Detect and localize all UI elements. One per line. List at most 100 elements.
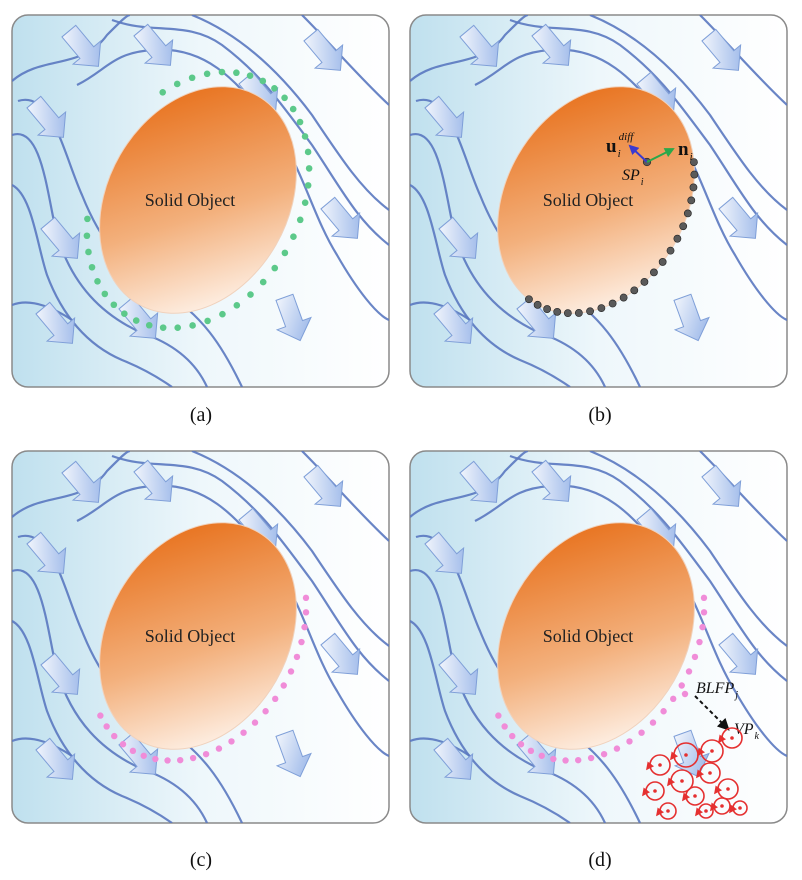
boundary-particle bbox=[202, 750, 210, 758]
solid-object-label: Solid Object bbox=[543, 626, 634, 646]
vortex-arrow-icon bbox=[695, 807, 704, 817]
streamline bbox=[12, 737, 73, 757]
particle bbox=[296, 118, 304, 126]
vortex-core bbox=[653, 789, 657, 793]
boundary-particle bbox=[272, 695, 279, 703]
boundary-particle bbox=[501, 723, 508, 730]
particle bbox=[132, 317, 140, 324]
boundary-particle bbox=[119, 741, 127, 748]
particle bbox=[259, 278, 267, 286]
streamline bbox=[111, 454, 389, 682]
particle bbox=[233, 302, 241, 309]
panel-a-label: (a) bbox=[190, 404, 212, 426]
vortex-arrow-icon bbox=[714, 785, 723, 795]
boundary-particle bbox=[262, 708, 269, 715]
particle bbox=[203, 70, 211, 78]
surface-point bbox=[658, 258, 667, 266]
boundary-particle bbox=[140, 752, 147, 759]
blfp-to-vp-arrow bbox=[694, 695, 730, 731]
particle bbox=[290, 233, 297, 241]
panel-d: Solid Object BLFPj VPk bbox=[409, 450, 788, 824]
streamline bbox=[301, 451, 389, 542]
streamline bbox=[191, 451, 389, 647]
streamline bbox=[699, 451, 787, 542]
particle bbox=[83, 232, 91, 240]
particle bbox=[219, 310, 226, 318]
blfp-label: BLFPj bbox=[696, 680, 738, 701]
vortex-arrow-icon bbox=[646, 761, 655, 771]
particle bbox=[271, 85, 278, 92]
panel-c-label: (c) bbox=[190, 849, 212, 871]
boundary-particle bbox=[302, 609, 310, 616]
particle bbox=[218, 68, 226, 76]
streamline bbox=[410, 737, 471, 757]
particle bbox=[159, 89, 167, 96]
sp-label: SPi bbox=[622, 167, 644, 188]
boundary-particle bbox=[670, 695, 677, 703]
particle bbox=[159, 324, 167, 331]
streamline bbox=[301, 15, 389, 106]
surface-point bbox=[687, 196, 696, 205]
particle bbox=[188, 74, 196, 82]
particle bbox=[189, 322, 196, 329]
surface-point bbox=[673, 234, 682, 243]
boundary-particle bbox=[613, 745, 621, 752]
particle bbox=[281, 94, 288, 102]
particle bbox=[174, 324, 181, 332]
particle bbox=[247, 291, 254, 298]
vp-label: VPk bbox=[734, 721, 760, 742]
boundary-particle bbox=[240, 729, 247, 736]
panel-d-label: (d) bbox=[588, 849, 611, 871]
streamline bbox=[111, 18, 389, 246]
particle bbox=[301, 199, 309, 206]
streamline bbox=[12, 133, 209, 387]
streamline bbox=[410, 620, 571, 823]
particle bbox=[94, 278, 101, 285]
boundary-particle bbox=[280, 682, 287, 689]
vortex-arrow-icon bbox=[682, 792, 691, 802]
streamline bbox=[589, 15, 787, 211]
boundary-particle bbox=[700, 609, 708, 616]
surface-point bbox=[689, 183, 698, 192]
u-diff-vector bbox=[628, 144, 648, 163]
boundary-particle bbox=[189, 754, 197, 762]
particle bbox=[289, 105, 297, 113]
boundary-particle bbox=[649, 719, 657, 726]
vortex-core bbox=[684, 753, 688, 757]
streamline bbox=[589, 451, 787, 647]
solid-object-label: Solid Object bbox=[543, 190, 634, 210]
vortex-core bbox=[726, 787, 730, 791]
boundary-particle bbox=[298, 638, 305, 646]
streamline bbox=[12, 569, 209, 823]
particle bbox=[110, 301, 118, 309]
boundary-particle bbox=[293, 653, 301, 661]
boundary-particle bbox=[562, 757, 569, 764]
boundary-particle bbox=[152, 755, 159, 763]
surface-point bbox=[640, 278, 649, 286]
panel-b-label: (b) bbox=[588, 404, 611, 426]
boundary-particle bbox=[287, 668, 295, 675]
boundary-particle bbox=[699, 623, 706, 631]
boundary-particle bbox=[685, 668, 693, 675]
boundary-particle bbox=[527, 747, 535, 755]
panel-c: Solid Object bbox=[11, 450, 390, 824]
surface-point bbox=[553, 307, 562, 316]
surface-point bbox=[679, 222, 688, 231]
normal-vector bbox=[646, 148, 675, 163]
surface-point bbox=[683, 209, 692, 218]
vortex-arrow-icon bbox=[696, 769, 705, 779]
vortex-core bbox=[730, 736, 734, 740]
boundary-particle bbox=[691, 653, 699, 661]
surface-point bbox=[543, 305, 552, 313]
boundary-particle bbox=[600, 750, 608, 758]
boundary-particle bbox=[678, 682, 685, 689]
particle bbox=[281, 249, 289, 257]
surface-point bbox=[690, 170, 699, 179]
particle bbox=[296, 216, 304, 224]
streamline bbox=[410, 133, 607, 387]
boundary-particle bbox=[97, 712, 104, 719]
panel-a: Solid Object bbox=[11, 14, 390, 388]
streamline bbox=[410, 184, 571, 387]
surface-point bbox=[525, 295, 533, 304]
boundary-particle bbox=[111, 732, 118, 740]
